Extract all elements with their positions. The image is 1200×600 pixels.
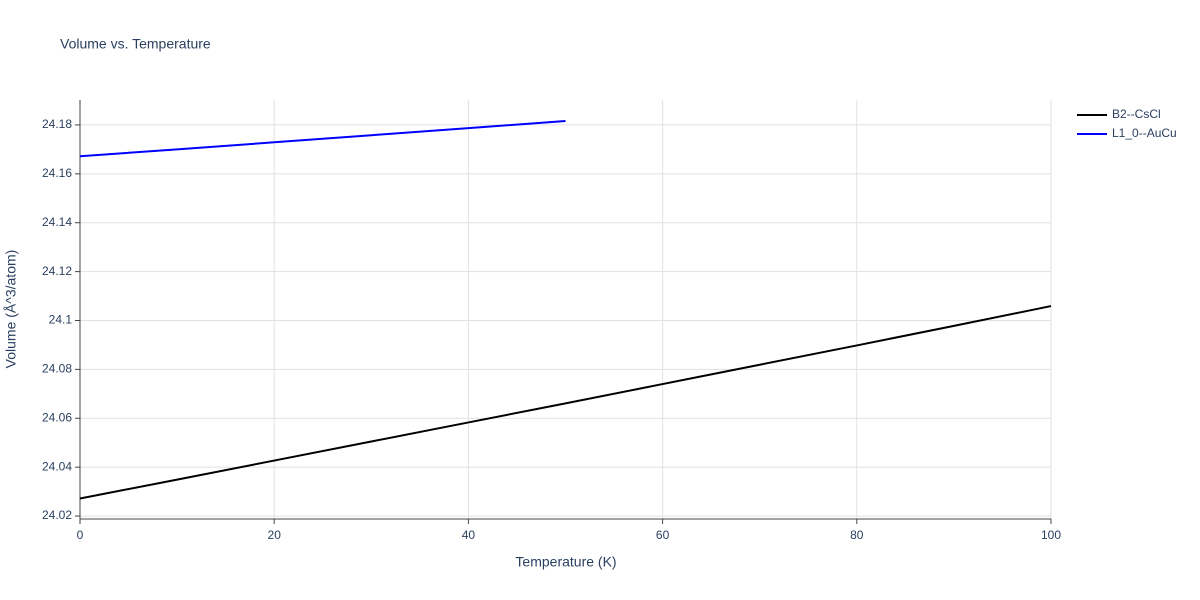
chart-title: Volume vs. Temperature	[60, 36, 211, 52]
y-tick-label: 24.04	[42, 459, 72, 473]
data-line	[79, 305, 1052, 500]
legend-label: B2--CsCl	[1112, 107, 1161, 121]
y-tick-label: 24.14	[42, 215, 72, 229]
x-axis-title: Temperature (K)	[515, 554, 616, 570]
y-tick-label: 24.06	[42, 410, 72, 424]
x-tick-label: 20	[268, 528, 282, 542]
x-tick-label: 0	[77, 528, 84, 542]
y-tick-label: 24.16	[42, 166, 72, 180]
y-tick-label: 24.02	[42, 508, 72, 522]
y-axis-title: Volume (Å^3/atom)	[3, 250, 19, 369]
y-tick-label: 24.12	[42, 264, 72, 278]
y-tick-label: 24.1	[49, 313, 73, 327]
x-tick-label: 40	[462, 528, 476, 542]
x-tick-label: 60	[656, 528, 670, 542]
legend-label: L1_0--AuCu	[1112, 126, 1177, 140]
y-tick-label: 24.08	[42, 362, 72, 376]
x-tick-label: 100	[1041, 528, 1061, 542]
y-tick-label: 24.18	[42, 117, 72, 131]
data-line	[79, 120, 566, 158]
x-tick-label: 80	[850, 528, 864, 542]
